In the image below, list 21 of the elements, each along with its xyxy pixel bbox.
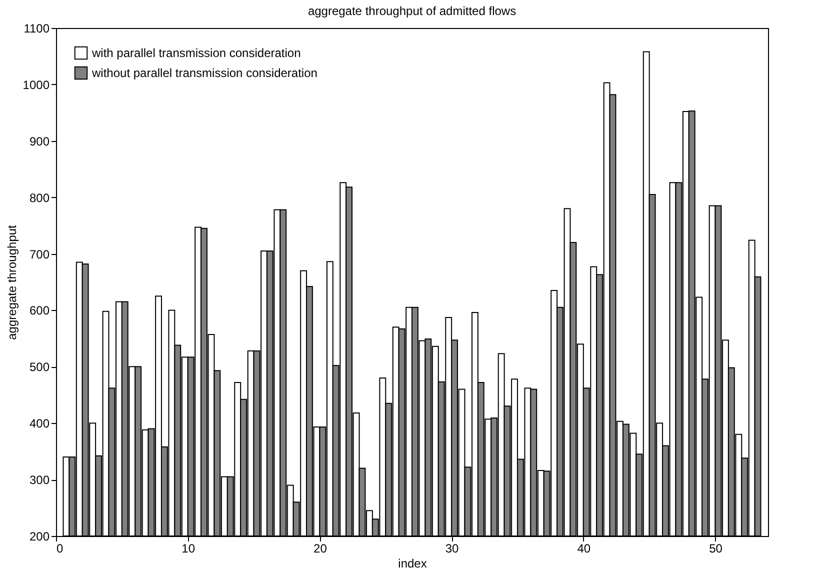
y-axis-title: aggregate throughput bbox=[4, 224, 19, 340]
legend-label: with parallel transmission consideration bbox=[91, 46, 301, 60]
y-tick-label: 500 bbox=[29, 360, 50, 374]
chart-title: aggregate throughput of admitted flows bbox=[308, 4, 516, 18]
x-tick-label: 10 bbox=[182, 542, 196, 556]
x-axis-title: index bbox=[398, 556, 427, 570]
y-tick-label: 900 bbox=[29, 134, 50, 148]
x-tick-label: 50 bbox=[709, 542, 723, 556]
y-tick-label: 1000 bbox=[22, 78, 50, 92]
y-tick-label: 300 bbox=[29, 473, 50, 488]
y-tick-label: 200 bbox=[29, 530, 50, 544]
y-tick-label: 400 bbox=[29, 416, 50, 431]
legend-label: without parallel transmission consideration bbox=[91, 66, 318, 80]
y-tick-label: 1100 bbox=[24, 22, 50, 36]
x-tick-label: 40 bbox=[577, 542, 591, 556]
y-tick-label: 600 bbox=[29, 304, 50, 318]
x-tick-label: 20 bbox=[314, 542, 328, 556]
y-tick-label: 700 bbox=[29, 247, 50, 262]
x-tick-label: 0 bbox=[56, 542, 64, 556]
x-tick-label: 30 bbox=[445, 542, 460, 556]
y-tick-label: 800 bbox=[29, 190, 50, 205]
